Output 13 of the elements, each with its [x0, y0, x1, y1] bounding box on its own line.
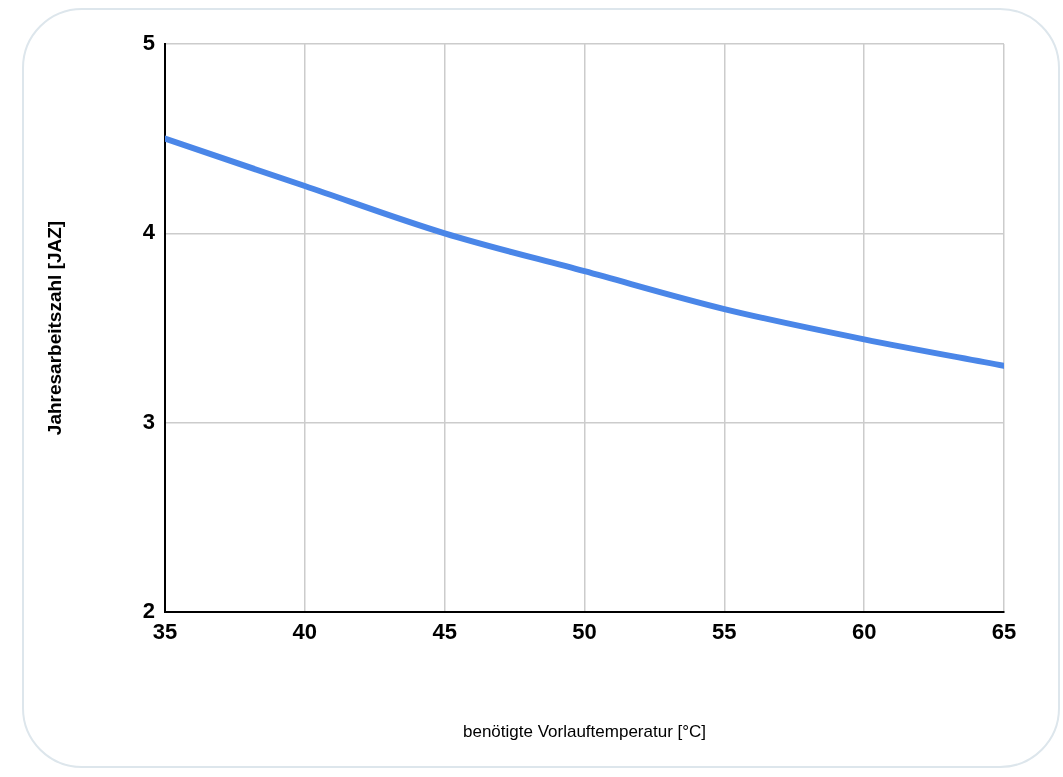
- x-axis-title: benötigte Vorlauftemperatur [°C]: [462, 722, 707, 742]
- x-tick-label: 45: [432, 619, 457, 645]
- x-tick-label: 35: [152, 619, 178, 645]
- x-tick-label: 40: [292, 619, 318, 645]
- y-tick-label: 4: [142, 219, 156, 245]
- y-tick-label: 5: [142, 30, 155, 56]
- y-tick-label: 2: [142, 598, 155, 624]
- x-tick-label: 50: [572, 619, 597, 645]
- x-tick-label: 55: [712, 619, 737, 645]
- x-tick-label: 65: [991, 619, 1017, 645]
- y-tick-label: 3: [142, 408, 155, 434]
- x-tick-label: 60: [851, 619, 877, 645]
- y-axis-title: Jahresarbeitszahl [JAZ]: [43, 220, 65, 436]
